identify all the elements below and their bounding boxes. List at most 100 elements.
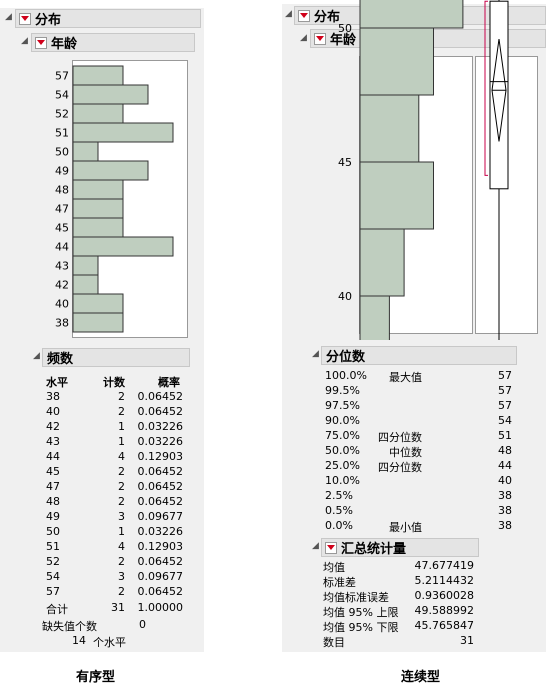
right-caption: 连续型 bbox=[401, 670, 441, 685]
variable-header[interactable]: 年龄 bbox=[31, 33, 195, 52]
freq-prob: 0.12903 bbox=[137, 540, 184, 553]
axis-tick-label: 54 bbox=[55, 89, 69, 102]
collapse-triangle-icon[interactable]: ◢ bbox=[312, 349, 319, 359]
histogram-bar bbox=[72, 274, 99, 295]
histogram-bar bbox=[72, 179, 124, 200]
summary-value: 0.9360028 bbox=[414, 589, 475, 602]
red-triangle-menu-icon[interactable] bbox=[298, 9, 310, 22]
red-triangle-menu-icon[interactable] bbox=[314, 32, 326, 45]
freq-prob: 0.03226 bbox=[137, 435, 184, 448]
histogram-bar bbox=[72, 217, 124, 238]
axis-tick-label: 45 bbox=[338, 156, 352, 169]
variable-title: 年龄 bbox=[330, 33, 357, 48]
quantile-label: 四分位数 bbox=[378, 461, 422, 474]
histogram-bar bbox=[72, 255, 99, 276]
red-triangle-menu-icon[interactable] bbox=[325, 541, 337, 554]
histogram-bar bbox=[359, 228, 405, 297]
axis-tick-label: 45 bbox=[55, 222, 69, 235]
freq-prob: 0.03226 bbox=[137, 525, 184, 538]
summary-label: 均值 95% 上限 bbox=[323, 606, 399, 619]
quantile-value: 44 bbox=[498, 459, 512, 472]
summary-label: 均值 95% 下限 bbox=[323, 621, 399, 634]
quantile-value: 57 bbox=[498, 369, 512, 382]
summary-label: 标准差 bbox=[323, 576, 356, 589]
axis-tick-label: 42 bbox=[55, 279, 69, 292]
histogram-bar bbox=[359, 295, 390, 340]
summary-value: 47.677419 bbox=[414, 559, 475, 572]
freq-header-prob: 概率 bbox=[158, 376, 180, 389]
freq-count: 3 bbox=[118, 570, 125, 583]
histogram-bar bbox=[72, 236, 174, 257]
quantile-pct: 25.0% bbox=[325, 459, 360, 472]
freq-count: 1 bbox=[118, 525, 125, 538]
continuous-histogram: 40455055 bbox=[338, 0, 509, 340]
histogram-bar bbox=[72, 312, 124, 333]
quantile-value: 57 bbox=[498, 384, 512, 397]
collapse-triangle-icon[interactable]: ◢ bbox=[312, 541, 319, 551]
red-triangle-menu-icon[interactable] bbox=[35, 36, 47, 49]
axis-tick-label: 57 bbox=[55, 70, 69, 83]
freq-count: 3 bbox=[118, 510, 125, 523]
freq-count: 1 bbox=[118, 420, 125, 433]
quantile-value: 57 bbox=[498, 399, 512, 412]
distribution-header[interactable]: 分布 bbox=[15, 9, 201, 28]
freq-level: 42 bbox=[46, 420, 60, 433]
freq-level: 38 bbox=[46, 390, 60, 403]
summary-header[interactable]: 汇总统计量 bbox=[321, 538, 479, 557]
total-label: 合计 bbox=[46, 603, 68, 616]
quantile-value: 38 bbox=[498, 504, 512, 517]
collapse-triangle-icon[interactable]: ◢ bbox=[5, 12, 12, 22]
summary-value: 31 bbox=[460, 634, 474, 647]
freq-prob: 0.06452 bbox=[137, 480, 184, 493]
histogram-bar bbox=[359, 94, 420, 163]
missing-value: 0 bbox=[139, 618, 146, 631]
freq-level: 45 bbox=[46, 465, 60, 478]
freq-prob: 0.09677 bbox=[137, 570, 184, 583]
quantile-pct: 10.0% bbox=[325, 474, 360, 487]
quantiles-header[interactable]: 分位数 bbox=[321, 346, 517, 365]
collapse-triangle-icon[interactable]: ◢ bbox=[285, 9, 292, 19]
variable-title: 年龄 bbox=[51, 37, 78, 52]
quantile-pct: 0.0% bbox=[325, 519, 353, 532]
quantile-pct: 99.5% bbox=[325, 384, 360, 397]
section-title: 分布 bbox=[35, 13, 62, 28]
collapse-triangle-icon[interactable]: ◢ bbox=[33, 351, 40, 361]
histogram-bar bbox=[72, 84, 149, 105]
frequency-header[interactable]: 频数 bbox=[42, 348, 190, 367]
freq-prob: 0.06452 bbox=[137, 555, 184, 568]
mean-diamond bbox=[491, 38, 507, 142]
axis-tick-label: 40 bbox=[338, 290, 352, 303]
freq-count: 1 bbox=[118, 435, 125, 448]
quantiles-title: 分位数 bbox=[326, 350, 366, 365]
quantile-pct: 97.5% bbox=[325, 399, 360, 412]
quantile-value: 51 bbox=[498, 429, 512, 442]
quantile-value: 38 bbox=[498, 519, 512, 532]
axis-tick-label: 38 bbox=[55, 317, 69, 330]
quantile-label: 最大值 bbox=[389, 371, 422, 384]
collapse-triangle-icon[interactable]: ◢ bbox=[21, 36, 28, 46]
axis-tick-label: 47 bbox=[55, 203, 69, 216]
histogram-bar bbox=[359, 0, 464, 29]
axis-tick-label: 50 bbox=[338, 22, 352, 35]
freq-count: 2 bbox=[118, 465, 125, 478]
freq-level: 44 bbox=[46, 450, 60, 463]
quantile-value: 38 bbox=[498, 489, 512, 502]
freq-level: 50 bbox=[46, 525, 60, 538]
total-count: 31 bbox=[111, 601, 125, 614]
frequency-title: 频数 bbox=[47, 352, 74, 367]
freq-level: 51 bbox=[46, 540, 60, 553]
summary-title: 汇总统计量 bbox=[341, 542, 407, 557]
quantile-pct: 100.0% bbox=[325, 369, 367, 382]
quantile-pct: 75.0% bbox=[325, 429, 360, 442]
freq-prob: 0.06452 bbox=[137, 390, 184, 403]
ordinal-histogram: 57 54 52 51 50 49 48 47 45 44 43 42 40 38 bbox=[55, 65, 174, 333]
collapse-triangle-icon[interactable]: ◢ bbox=[300, 33, 307, 43]
summary-value: 45.765847 bbox=[414, 619, 475, 632]
freq-count: 2 bbox=[118, 495, 125, 508]
red-triangle-menu-icon[interactable] bbox=[19, 12, 31, 25]
section-title: 分布 bbox=[314, 10, 341, 25]
freq-prob: 0.09677 bbox=[137, 510, 184, 523]
freq-level: 43 bbox=[46, 435, 60, 448]
summary-label: 均值标准误差 bbox=[323, 591, 389, 604]
freq-prob: 0.03226 bbox=[137, 420, 184, 433]
